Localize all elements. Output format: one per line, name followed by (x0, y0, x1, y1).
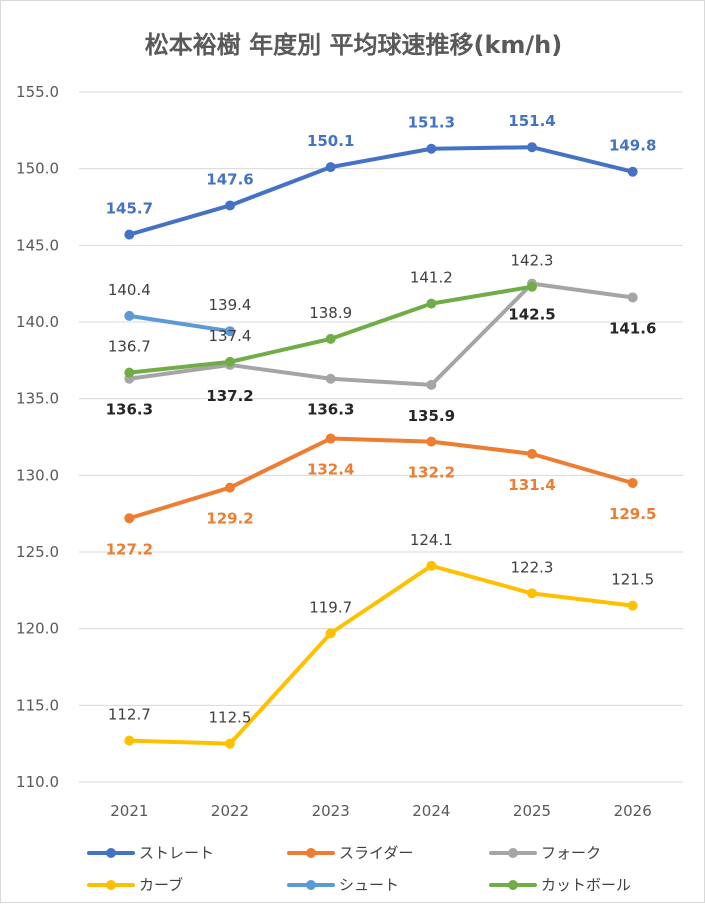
data-point (325, 162, 336, 173)
series-line-1 (127, 436, 635, 521)
data-point (325, 333, 336, 344)
data-point (225, 738, 235, 749)
data-label: 141.2 (410, 269, 453, 287)
data-point (325, 628, 336, 639)
data-label: 141.6 (609, 319, 656, 337)
data-label: 149.8 (609, 137, 656, 155)
data-point (627, 478, 638, 488)
data-label: 124.1 (410, 531, 453, 549)
data-point (627, 166, 638, 177)
data-label: 121.5 (611, 571, 654, 589)
data-point (225, 326, 235, 337)
y-tick-label: 135.0 (16, 390, 59, 408)
data-label: 122.3 (511, 558, 554, 576)
y-tick-label: 125.0 (16, 543, 59, 561)
data-point (225, 200, 235, 211)
data-point (124, 310, 135, 321)
series-line-4 (127, 313, 232, 334)
data-point (426, 436, 437, 447)
y-tick-label: 115.0 (16, 696, 59, 714)
legend-swatch-marker (306, 880, 316, 890)
y-tick-label: 140.0 (16, 313, 59, 331)
data-label: 127.2 (106, 540, 153, 558)
data-point (124, 735, 135, 746)
data-point (527, 281, 537, 292)
legend-swatch-marker (306, 848, 316, 858)
series-line-2 (127, 281, 635, 387)
data-label: 136.3 (106, 401, 153, 419)
legend-swatch-marker (508, 880, 518, 890)
data-point (225, 482, 235, 493)
data-point (124, 367, 135, 378)
y-tick-label: 155.0 (16, 83, 59, 101)
data-label: 112.5 (209, 709, 252, 727)
data-point (527, 588, 537, 599)
series-line-5 (127, 284, 534, 375)
data-point (325, 433, 336, 444)
data-label: 150.1 (307, 132, 354, 150)
data-label: 140.4 (108, 281, 151, 299)
x-tick-label: 2024 (412, 802, 450, 820)
data-label: 138.9 (309, 304, 352, 322)
legend-label: カーブ (139, 876, 183, 894)
x-tick-label: 2022 (211, 802, 249, 820)
data-point (426, 143, 437, 154)
legend-label: フォーク (541, 844, 601, 862)
legend-swatch-marker (508, 848, 518, 858)
data-label: 151.3 (408, 114, 455, 132)
data-point (527, 142, 537, 153)
y-tick-label: 120.0 (16, 620, 59, 638)
x-tick-label: 2023 (312, 802, 350, 820)
y-tick-label: 130.0 (16, 466, 59, 484)
legend-swatch-marker (106, 848, 116, 858)
data-point (426, 298, 437, 309)
legend-label: シュート (339, 876, 399, 894)
legend-label: ストレート (139, 844, 214, 862)
data-label: 135.9 (408, 407, 455, 425)
data-point (325, 373, 336, 384)
data-label: 131.4 (508, 476, 555, 494)
data-label: 142.3 (511, 252, 554, 270)
data-label: 139.4 (209, 296, 252, 314)
data-label: 151.4 (508, 112, 555, 130)
data-label: 129.2 (206, 510, 253, 528)
data-point (225, 356, 235, 367)
data-point (124, 513, 135, 524)
data-label: 137.4 (209, 327, 252, 345)
data-point (124, 229, 135, 240)
x-tick-label: 2026 (614, 802, 652, 820)
data-label: 132.2 (408, 464, 455, 482)
data-label: 142.5 (508, 306, 555, 324)
data-point (426, 379, 437, 390)
data-point (627, 600, 638, 611)
data-label: 147.6 (206, 170, 253, 188)
legend-label: スライダー (339, 844, 413, 862)
x-tick-label: 2025 (513, 802, 551, 820)
series-line-0 (127, 145, 635, 237)
data-label: 119.7 (309, 598, 352, 616)
y-tick-label: 145.0 (16, 236, 59, 254)
legend-label: カットボール (541, 876, 631, 894)
y-tick-label: 150.0 (16, 160, 59, 178)
data-label: 129.5 (609, 505, 656, 523)
data-label: 137.2 (206, 387, 253, 405)
data-point (426, 560, 437, 571)
data-point (527, 448, 537, 459)
chart-title: 松本裕樹 年度別 平均球速推移(km/h) (144, 31, 563, 59)
series-line-3 (127, 563, 635, 746)
data-label: 145.7 (106, 200, 153, 218)
x-tick-label: 2021 (110, 802, 148, 820)
data-point (627, 292, 638, 303)
legend-swatch-marker (106, 880, 116, 890)
data-label: 136.3 (307, 401, 354, 419)
y-tick-label: 110.0 (16, 773, 59, 791)
data-label: 136.7 (108, 338, 151, 356)
data-label: 112.7 (108, 706, 151, 724)
data-label: 132.4 (307, 461, 354, 479)
